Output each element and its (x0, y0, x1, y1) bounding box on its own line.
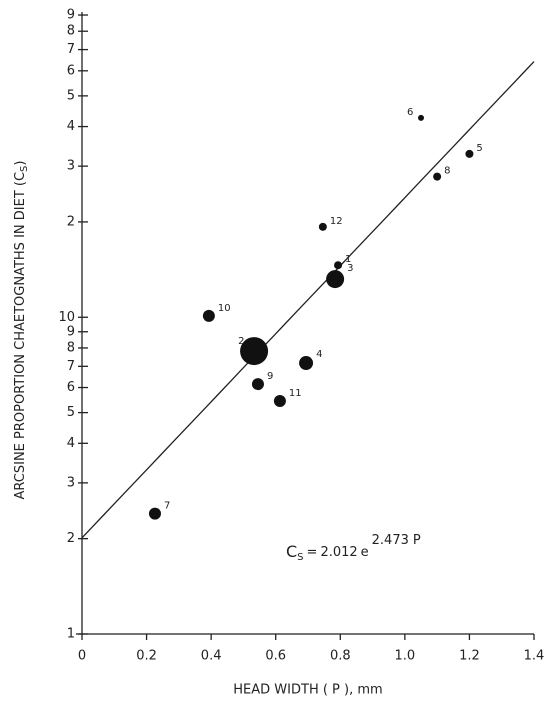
fit-b: 2.473 (372, 533, 409, 548)
y-tick-label: 8 (67, 340, 75, 355)
x-tick-label: 1.0 (395, 649, 416, 664)
y-tick-label: 1 (67, 627, 75, 642)
y-tick-label: 5 (67, 405, 75, 420)
y-tick-label: 3 (67, 159, 75, 174)
point-label: 7 (164, 501, 170, 512)
point (240, 337, 269, 366)
x-tick-label: 1.4 (524, 649, 544, 664)
y-tick-label: 2 (67, 531, 75, 546)
fit-symbol: C (286, 542, 297, 561)
point (299, 356, 314, 371)
fit-variable: P (413, 533, 421, 548)
y-tick-label: 4 (67, 119, 75, 134)
y-tick-label: 8 (67, 24, 75, 39)
point-label: 4 (316, 349, 322, 360)
x-tick-label: 0.6 (265, 649, 286, 664)
x-tick-label: 0 (78, 649, 86, 664)
point-label: 8 (444, 166, 450, 177)
fit-equals: = (307, 545, 318, 560)
y-label-end: ) (13, 161, 28, 166)
point-label: 12 (330, 216, 343, 227)
y-axis-label-group: ARCSINE PROPORTION CHAETOGNATHS IN DIET … (13, 161, 31, 500)
point (465, 149, 474, 158)
y-tick-label: 9 (67, 324, 75, 339)
y-axis-label: ARCSINE PROPORTION CHAETOGNATHS IN DIET … (13, 161, 31, 500)
y-tick-label: 3 (67, 475, 75, 490)
y-tick-label: 6 (67, 380, 75, 395)
y-label-main: ARCSINE PROPORTION CHAETOGNATHS IN DIET … (13, 172, 28, 500)
y-tick-label: 4 (67, 436, 75, 451)
point (273, 395, 286, 408)
point-label: 10 (218, 303, 231, 314)
point-label: 2 (238, 336, 244, 347)
point-label: 9 (267, 371, 273, 382)
x-tick-label: 0.8 (330, 649, 351, 664)
y-tick-label: 7 (67, 359, 75, 374)
y-label-sub: S (19, 166, 30, 172)
fit-subscript: S (297, 552, 303, 563)
fit-line (81, 61, 535, 539)
point (251, 378, 264, 391)
point (202, 309, 215, 322)
point-label: 1 (345, 254, 351, 265)
point (418, 114, 424, 121)
y-tick-label: 5 (67, 88, 75, 103)
y-tick-label: 10 (58, 310, 75, 325)
point (148, 507, 161, 520)
point (326, 270, 345, 289)
x-axis-label: HEAD WIDTH ( P ), mm (233, 683, 382, 698)
point (433, 172, 442, 181)
fit-a: 2.012 (320, 545, 357, 560)
point (334, 261, 343, 270)
point-label: 6 (407, 107, 413, 118)
fit-base: e (361, 545, 369, 560)
y-tick-label: 7 (67, 42, 75, 57)
x-tick-label: 0.2 (136, 649, 157, 664)
x-tick-label: 0.4 (201, 649, 222, 664)
point (318, 222, 327, 231)
y-tick-label: 6 (67, 63, 75, 78)
point-label: 3 (347, 263, 353, 274)
y-tick-label: 2 (67, 214, 75, 229)
y-tick-label: 9 (67, 8, 75, 23)
x-tick-label: 1.2 (459, 649, 480, 664)
point-label: 11 (289, 388, 302, 399)
fit-equation: CS = 2.012 e2.473 P (286, 533, 421, 564)
point-label: 5 (476, 143, 482, 154)
